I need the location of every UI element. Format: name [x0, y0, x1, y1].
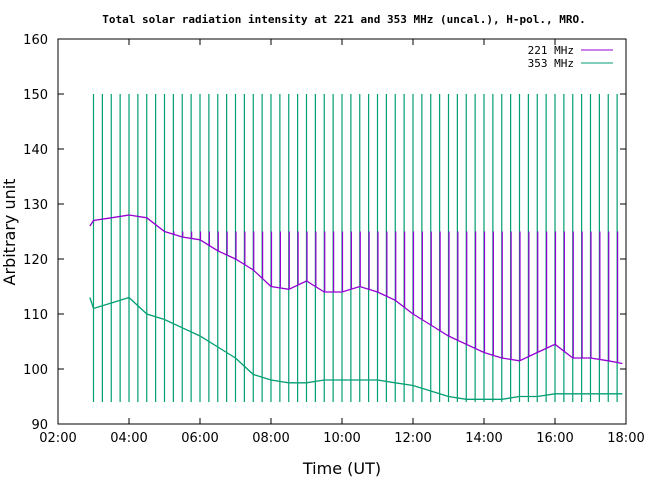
y-tick-label: 130 — [23, 198, 48, 213]
series-line-353 — [89, 296, 623, 400]
x-tick-label: 14:00 — [465, 431, 502, 446]
y-tick-label: 100 — [23, 363, 48, 378]
calibration-spikes — [92, 94, 619, 402]
y-tick-label: 140 — [23, 143, 48, 158]
chart-title: Total solar radiation intensity at 221 a… — [102, 13, 585, 26]
legend-label-221: 221 MHz — [528, 44, 574, 57]
x-axis-ticks: 02:00 04:00 06:00 08:00 10:00 12:00 14:00 16:00… — [39, 39, 645, 446]
x-tick-label: 10:00 — [323, 431, 360, 446]
series-line-221 — [89, 214, 623, 365]
y-tick-label: 150 — [23, 88, 48, 103]
y-tick-label: 110 — [23, 308, 48, 323]
x-axis-label: Time (UT) — [302, 459, 381, 478]
x-tick-label: 04:00 — [110, 431, 147, 446]
y-tick-label: 120 — [23, 253, 48, 268]
x-tick-label: 06:00 — [181, 431, 218, 446]
y-tick-label: 90 — [31, 418, 48, 433]
legend-label-353: 353 MHz — [528, 57, 574, 70]
x-tick-label: 08:00 — [252, 431, 289, 446]
series-lines — [89, 214, 623, 400]
x-tick-label: 02:00 — [39, 431, 76, 446]
y-axis-ticks: 90 100 110 120 130 140 150 160 — [23, 33, 626, 433]
x-tick-label: 12:00 — [394, 431, 431, 446]
legend: 221 MHz 353 MHz — [528, 44, 613, 70]
x-tick-label: 16:00 — [536, 431, 573, 446]
y-axis-label: Arbitrary unit — [0, 179, 19, 286]
y-tick-label: 160 — [23, 33, 48, 48]
x-tick-label: 18:00 — [607, 431, 644, 446]
